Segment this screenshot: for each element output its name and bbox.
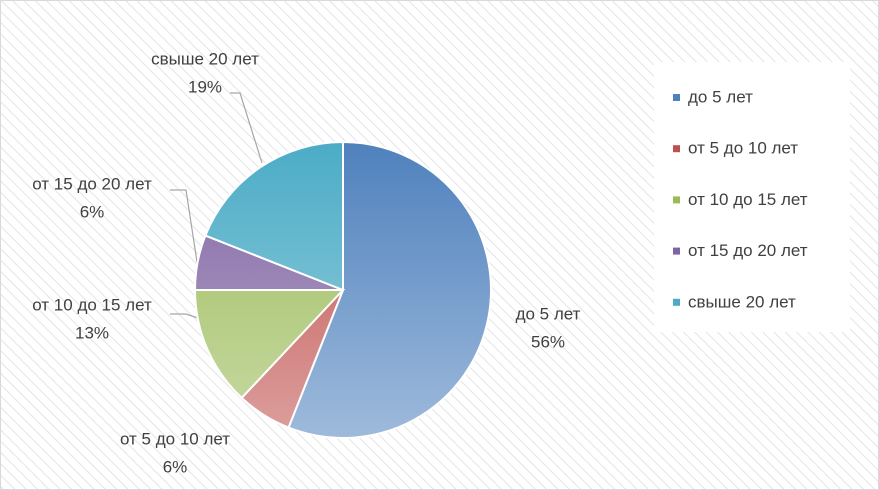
data-label-name: до 5 лет bbox=[516, 304, 581, 323]
legend-marker bbox=[673, 298, 680, 306]
data-label-name: от 5 до 10 лет bbox=[120, 429, 230, 448]
data-label-name: от 10 до 15 лет bbox=[32, 295, 152, 314]
legend-label: от 10 до 15 лет bbox=[688, 190, 808, 209]
data-label-name: свыше 20 лет bbox=[151, 49, 259, 68]
pie-slice bbox=[193, 289, 346, 400]
data-label-value: 19% bbox=[188, 77, 222, 96]
data-label-value: 56% bbox=[531, 332, 565, 351]
legend-box bbox=[654, 62, 850, 332]
leader-line bbox=[170, 189, 198, 263]
legend-marker bbox=[673, 247, 680, 255]
legend-marker bbox=[673, 94, 680, 101]
data-label-value: 6% bbox=[163, 457, 188, 476]
legend-marker bbox=[673, 196, 680, 204]
legend-marker bbox=[673, 145, 680, 153]
leader-line bbox=[230, 92, 263, 164]
legend-label: от 5 до 10 лет bbox=[688, 139, 798, 158]
pie-slice bbox=[287, 140, 492, 439]
leader-lines bbox=[170, 92, 263, 319]
legend-label: до 5 лет bbox=[688, 87, 753, 106]
legend-label: свыше 20 лет bbox=[688, 292, 796, 311]
data-label-value: 13% bbox=[75, 323, 109, 342]
data-label-value: 6% bbox=[80, 202, 105, 221]
legend-label: от 15 до 20 лет bbox=[688, 241, 808, 260]
leader-line bbox=[170, 313, 199, 319]
pie-slice bbox=[204, 140, 344, 292]
data-label-name: от 15 до 20 лет bbox=[32, 174, 152, 193]
